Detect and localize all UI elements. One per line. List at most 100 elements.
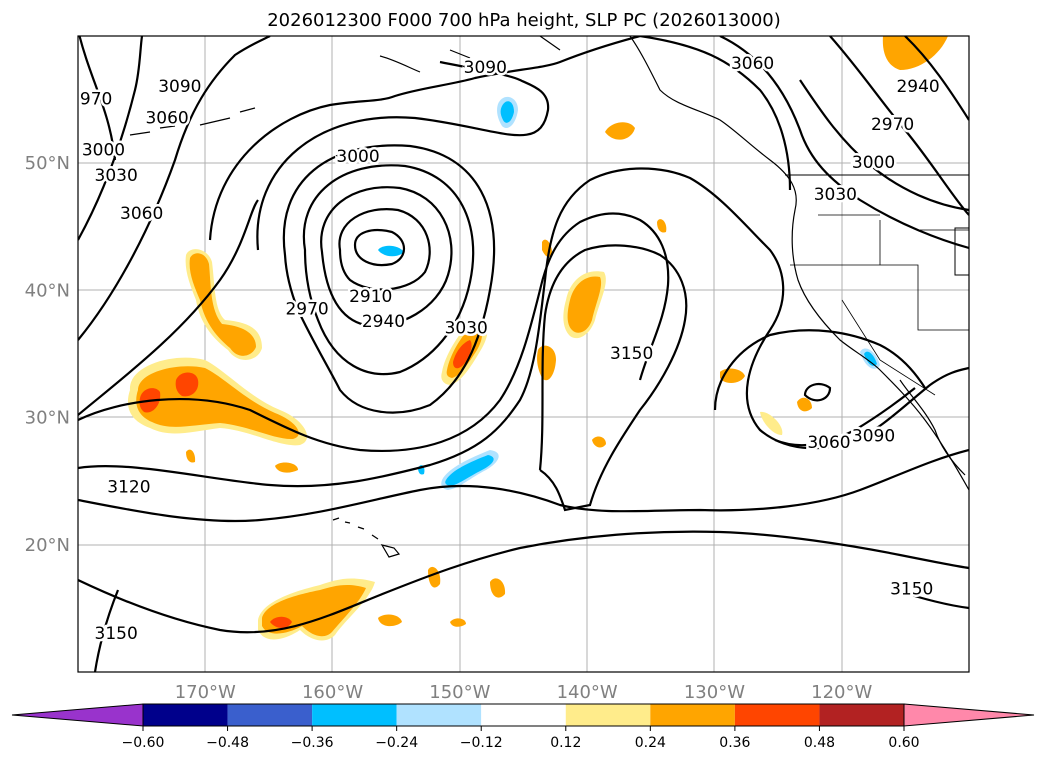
contour-label: 2940	[362, 312, 405, 332]
contour-label: 2970	[871, 115, 914, 135]
contour-label: 3030	[445, 319, 488, 339]
anomaly-positive-small6	[378, 614, 402, 627]
map-frame	[77, 35, 970, 673]
contour-3060-east	[713, 329, 926, 411]
contour-label: 3090	[158, 77, 201, 97]
contour-label: 3030	[95, 166, 138, 186]
lon-tick-label: 120°W	[811, 682, 872, 703]
contour-label: 3150	[890, 579, 933, 599]
lat-tick-label: 30°N	[25, 408, 70, 429]
contour-label: 3090	[852, 427, 895, 447]
contour-2940	[338, 208, 431, 291]
contour-label: 3060	[120, 204, 163, 224]
contour-3090-top	[208, 36, 641, 241]
latitude-tick-labels: 50°N 40°N 30°N 20°N	[25, 153, 70, 556]
contour-label: 2940	[896, 77, 939, 97]
anomaly-negative-center	[378, 245, 404, 257]
colorbar-extend-low	[11, 703, 144, 727]
anomaly-positive-north-mid	[189, 253, 256, 356]
lon-tick-label: 160°W	[302, 682, 363, 703]
contour-2970-west	[78, 36, 117, 161]
colorbar-tick-label: 0.36	[719, 735, 750, 751]
contour-3090-wave	[78, 167, 969, 488]
contour-3120-south	[78, 448, 969, 523]
lat-tick-label: 20°N	[25, 535, 70, 556]
contour-3060-ne	[639, 36, 792, 191]
colorbar: −0.60 −0.48 −0.36 −0.24 −0.12 0.12 0.24 0.36 0.4…	[11, 703, 1035, 751]
colorbar-tick-label: −0.24	[375, 735, 418, 751]
anomaly-positive-small5	[490, 578, 506, 598]
contour-label: 2970	[69, 90, 112, 110]
contour-3150-trough	[538, 244, 688, 512]
anomaly-positive-nw	[605, 122, 635, 140]
anomaly-negative-north-mid	[500, 101, 514, 123]
contour-3150-southeast	[894, 588, 969, 610]
great-lakes-border	[954, 227, 969, 276]
contour-3090-west	[78, 199, 259, 416]
lat-tick-label: 40°N	[25, 280, 70, 301]
contour-3060-ring	[256, 60, 550, 251]
contour-label: 2910	[349, 287, 392, 307]
contour-label: 3090	[464, 58, 507, 78]
state-borders	[790, 264, 969, 331]
contour-2970	[320, 186, 453, 327]
anomaly-positive-south-core	[270, 616, 292, 628]
lon-tick-label: 130°W	[684, 682, 745, 703]
colorbar-tick-label: 0.24	[635, 735, 666, 751]
contour-label: 3120	[107, 478, 150, 498]
anomaly-positive-east-mid	[567, 276, 602, 333]
colorbar-extend-high	[903, 703, 1035, 727]
colorbar-segment	[734, 704, 820, 726]
colorbar-frame	[142, 703, 905, 727]
anomaly-positive-small8	[797, 397, 812, 412]
contour-3000-ne	[799, 79, 969, 212]
contour-closed-small	[803, 382, 832, 402]
lon-tick-label: 140°W	[557, 682, 618, 703]
contour-3150-south	[78, 530, 969, 634]
anomaly-negative-east-mid	[864, 351, 877, 366]
lat-tick-label: 50°N	[25, 153, 70, 174]
colorbar-segment	[396, 704, 482, 726]
contour-label: 3060	[807, 433, 850, 453]
contour-3030	[282, 144, 496, 414]
colorbar-segment	[312, 704, 397, 726]
colorbar-segments	[11, 703, 1035, 727]
colorbar-segment	[650, 704, 735, 726]
colorbar-segment	[819, 704, 904, 726]
contour-3120-wave	[78, 212, 670, 452]
contour-label: 3060	[145, 109, 188, 129]
contour-label: 3000	[852, 153, 895, 173]
anomaly-positive-small7	[592, 436, 606, 448]
hawaiian-islands	[332, 517, 401, 558]
contour-2910	[353, 228, 406, 267]
contour-3150-southwest	[93, 589, 120, 672]
contour-label: 3150	[610, 344, 653, 364]
contour-label: 2970	[285, 299, 328, 319]
anomaly-positive-small13	[450, 618, 466, 627]
lon-tick-label: 150°W	[429, 682, 490, 703]
colorbar-tick-label: 0.48	[804, 735, 835, 751]
colorbar-tick-label: 0.60	[888, 735, 919, 751]
anomaly-positive-small9	[760, 411, 783, 436]
colorbar-tick-label: −0.60	[122, 735, 165, 751]
colorbar-tick-label: 0.12	[550, 735, 581, 751]
map-background	[78, 36, 969, 672]
anomaly-negative-south-mid	[445, 455, 494, 486]
colorbar-tick-label: −0.36	[291, 735, 334, 751]
lon-tick-label: 170°W	[175, 682, 236, 703]
anomaly-positive-ne	[882, 36, 948, 70]
height-contours	[78, 36, 969, 672]
anomaly-positive-small10	[275, 462, 298, 473]
contour-2940-ne	[904, 36, 969, 121]
aleutian-islands	[129, 107, 256, 136]
contour-2970-ne	[829, 36, 969, 216]
coastline-north-america	[629, 36, 969, 491]
anomaly-positive-small12	[657, 219, 667, 233]
contour-label: 3060	[731, 54, 774, 74]
contour-3060-west	[78, 36, 271, 341]
colorbar-tick-labels: −0.60 −0.48 −0.36 −0.24 −0.12 0.12 0.24 0.36 0.4…	[122, 726, 920, 751]
contour-label: 3030	[814, 185, 857, 205]
colorbar-segment	[143, 704, 228, 726]
